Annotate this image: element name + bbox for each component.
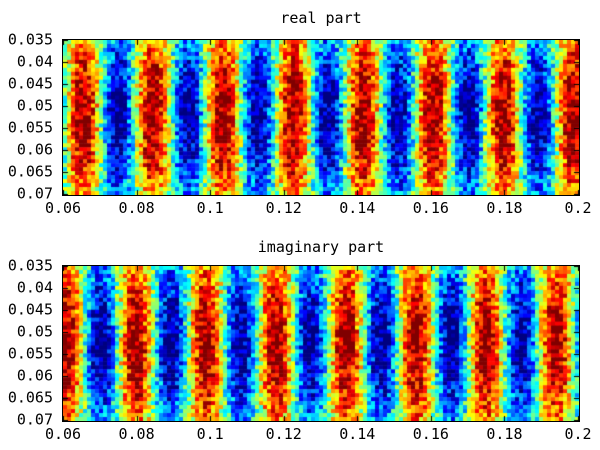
x-tick-label: 0.06 <box>44 425 82 443</box>
x-tick-label: 0.12 <box>265 425 302 443</box>
y-tick-label: 0.035 <box>7 30 53 49</box>
plot-frame-imaginary <box>62 265 580 422</box>
imaginary-part-panel: imaginary part 0.06 0.08 0.1 0.12 0.14 0.16 0.… <box>0 226 600 450</box>
y-tick-label: 0.055 <box>7 344 53 363</box>
y-tick-label: 0.035 <box>7 256 53 275</box>
y-tick-label: 0.07 <box>16 410 53 429</box>
y-tick-label: 0.055 <box>7 118 53 137</box>
y-tick-label: 0.065 <box>7 162 53 181</box>
y-tick-label: 0.06 <box>16 140 53 159</box>
plot-title-imaginary: imaginary part <box>257 238 385 256</box>
y-tick-label: 0.045 <box>7 74 53 93</box>
real-part-panel: real part 0.06 0.08 0.1 0.12 0.14 0.16 0.18 0.2… <box>7 9 592 217</box>
y-tick-label: 0.05 <box>16 322 53 341</box>
x-tick-label: 0.14 <box>339 425 376 443</box>
y-tick-label: 0.06 <box>16 366 53 385</box>
x-tick-label: 0.1 <box>196 425 224 443</box>
plot-frame-real <box>62 39 580 196</box>
y-tick-label: 0.05 <box>16 96 53 115</box>
x-tick-label: 0.16 <box>412 199 449 217</box>
y-tick-label: 0.04 <box>16 52 53 71</box>
y-tick-label: 0.065 <box>7 388 53 407</box>
x-tick-label: 0.12 <box>265 199 302 217</box>
x-tick-label: 0.18 <box>486 199 523 217</box>
x-tick-label: 0.1 <box>196 199 224 217</box>
x-tick-label: 0.08 <box>118 199 155 217</box>
x-tick-label: 0.2 <box>564 425 592 443</box>
x-tick-label: 0.18 <box>486 425 523 443</box>
plot-title-real: real part <box>280 9 362 27</box>
x-tick-label: 0.2 <box>564 199 592 217</box>
x-tick-label: 0.06 <box>44 199 82 217</box>
y-tick-label: 0.04 <box>16 278 53 297</box>
heatmap-canvas-real <box>63 40 579 195</box>
y-tick-label: 0.045 <box>7 300 53 319</box>
heatmap-canvas-imaginary <box>63 266 579 421</box>
y-tick-label: 0.07 <box>16 184 53 203</box>
x-tick-label: 0.08 <box>118 425 155 443</box>
x-tick-label: 0.16 <box>412 425 449 443</box>
x-tick-label: 0.14 <box>339 199 376 217</box>
